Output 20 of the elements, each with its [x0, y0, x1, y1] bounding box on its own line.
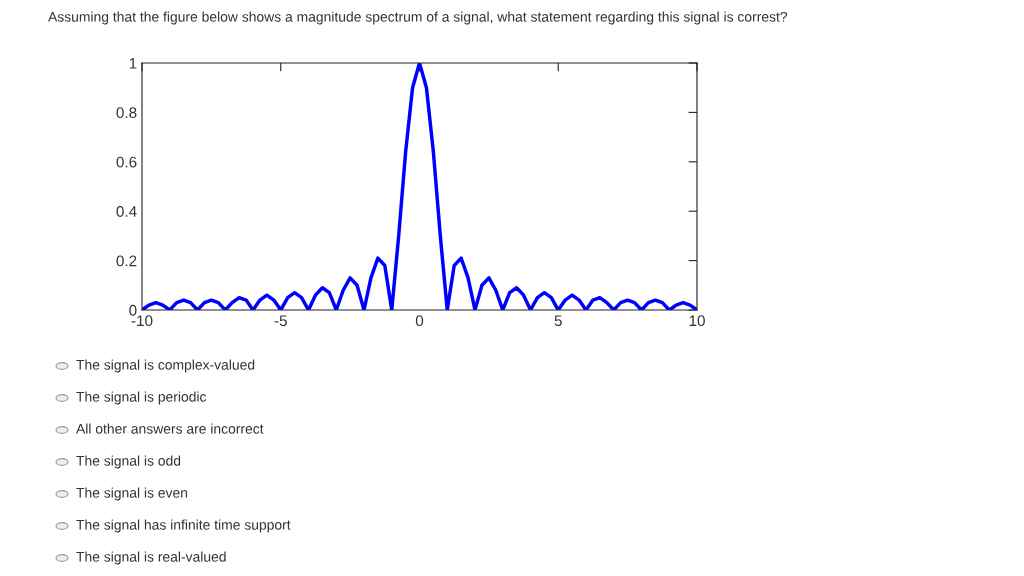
chart-title: Assuming that the figure below shows a magnitude spectrum of a signal, what statement regarding this signal is correst? — [48, 11, 788, 25]
x-tick-label: 0 — [415, 315, 424, 327]
line-series — [142, 63, 697, 310]
text: The signal is complex-valued — [76, 359, 255, 373]
text: The signal has infinite time support — [76, 519, 291, 533]
text: The signal is periodic — [76, 391, 207, 405]
y-tick-label: 1 — [129, 58, 137, 69]
x-tick-label: 5 — [554, 315, 562, 327]
text: The signal is real-valued — [76, 551, 226, 565]
y-tick-label: 0.8 — [116, 107, 137, 119]
text: The signal is odd — [76, 455, 181, 469]
text: The signal is even — [76, 487, 188, 501]
x-tick-label: -5 — [274, 315, 287, 327]
y-tick-label: 0.4 — [116, 206, 137, 217]
x-tick-label: -10 — [131, 315, 153, 327]
y-tick-label: 0.2 — [116, 255, 137, 267]
y-tick-label: 0.6 — [116, 156, 137, 168]
y-tick-label: 0 — [129, 304, 137, 316]
x-tick-label: 10 — [689, 315, 705, 327]
text: All other answers are incorrect — [76, 423, 264, 434]
